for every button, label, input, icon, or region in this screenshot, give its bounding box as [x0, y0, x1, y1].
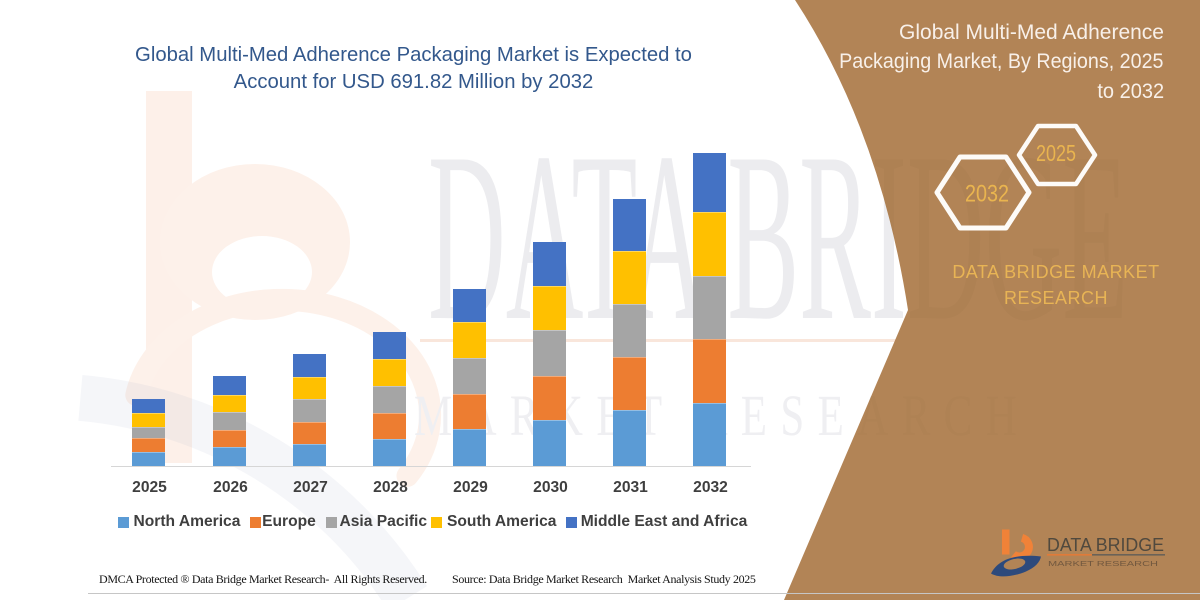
- svg-text:2025: 2025: [1036, 140, 1076, 166]
- svg-text:MARKET RESEARCH: MARKET RESEARCH: [1048, 561, 1158, 568]
- svg-text:2032: 2032: [965, 181, 1009, 208]
- svg-text:DATA BRIDGE: DATA BRIDGE: [1047, 534, 1164, 555]
